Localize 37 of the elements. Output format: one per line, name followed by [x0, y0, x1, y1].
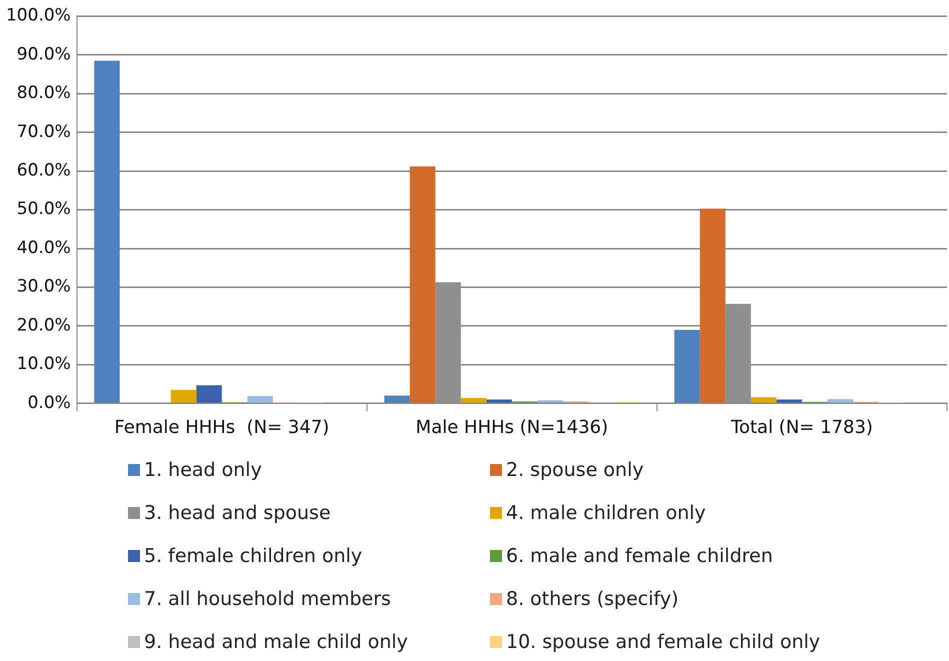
y-tick-label: 90.0% — [16, 44, 71, 64]
legend-label: 1. head only — [144, 459, 262, 481]
bar — [410, 166, 436, 403]
y-tick-label: 0.0% — [28, 392, 71, 413]
bar — [486, 400, 512, 403]
bar — [776, 400, 802, 403]
x-tick-label: Total (N= 1783) — [730, 416, 873, 438]
bar — [750, 397, 776, 403]
legend-label: 7. all household members — [144, 588, 391, 610]
legend-label: 6. male and female children — [506, 545, 773, 567]
bar — [700, 208, 726, 403]
y-tick-label: 40.0% — [16, 238, 71, 258]
legend-label: 4. male children only — [506, 502, 706, 524]
y-tick-label: 30.0% — [16, 276, 71, 297]
y-tick-label: 80.0% — [16, 83, 71, 104]
bar — [196, 385, 222, 403]
y-tick-label: 50.0% — [16, 199, 71, 220]
y-tick-label: 20.0% — [16, 315, 71, 336]
bar — [94, 60, 120, 403]
x-tick-label: Female HHHs (N= 347) — [114, 416, 330, 438]
legend-label: 10. spouse and female child only — [506, 631, 820, 653]
y-tick-label: 70.0% — [16, 122, 71, 142]
legend-label: 5. female children only — [144, 545, 362, 567]
bar — [460, 398, 486, 403]
x-tick-label: Male HHHs (N=1436) — [416, 416, 608, 438]
y-tick-label: 100.0% — [6, 6, 71, 26]
bar — [674, 330, 700, 403]
y-tick-label: 60.0% — [16, 160, 71, 180]
bar — [827, 399, 854, 403]
legend-label: 3. head and spouse — [144, 502, 331, 524]
bar — [247, 396, 273, 403]
legend-label: 8. others (specify) — [506, 588, 679, 610]
y-tick-label: 10.0% — [16, 354, 71, 374]
bar — [170, 390, 196, 403]
bar — [384, 396, 410, 403]
legend-label: 9. head and male child only — [144, 631, 408, 653]
legend-label: 2. spouse only — [506, 459, 644, 481]
